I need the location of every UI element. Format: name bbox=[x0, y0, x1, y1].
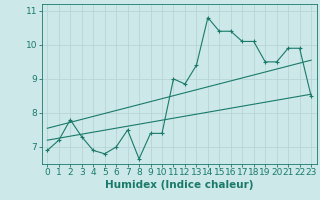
X-axis label: Humidex (Indice chaleur): Humidex (Indice chaleur) bbox=[105, 180, 253, 190]
